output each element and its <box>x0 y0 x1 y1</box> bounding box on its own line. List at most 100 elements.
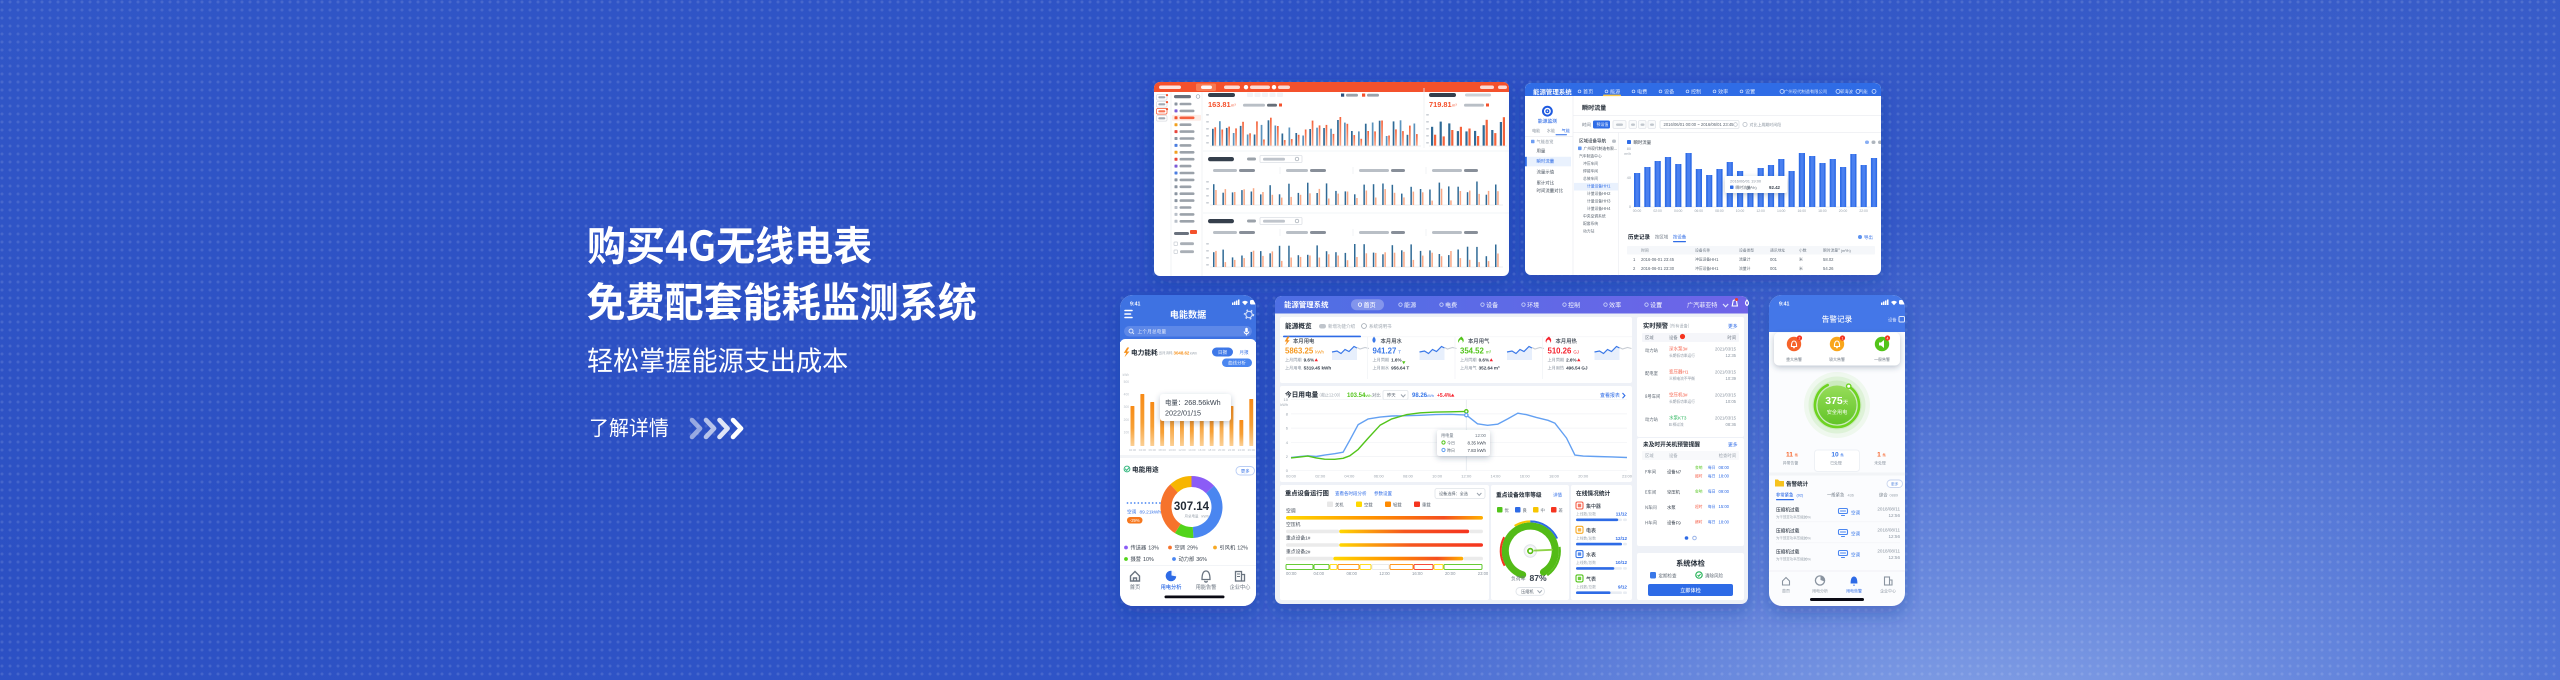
svg-text:16:00: 16:00 <box>1198 448 1206 452</box>
svg-text:375: 375 <box>1825 395 1843 407</box>
svg-text:12:00: 12:00 <box>1379 571 1390 576</box>
svg-text:04:00: 04:00 <box>1674 209 1683 213</box>
svg-text:11: 11 <box>1786 452 1793 459</box>
svg-text:kWh: kWh <box>1123 373 1130 377</box>
svg-text:9.6%: 9.6% <box>1304 358 1314 363</box>
svg-text:10: 10 <box>1284 397 1289 402</box>
svg-text:20%: 20% <box>1804 558 1812 562</box>
svg-text:(m³/h): (m³/h) <box>1841 249 1852 253</box>
svg-text:-29%: -29% <box>1130 518 1140 523</box>
svg-text:14:00: 14:00 <box>1777 209 1786 213</box>
svg-text:23:00: 23:00 <box>1478 571 1489 576</box>
svg-text:m³: m³ <box>1486 350 1492 355</box>
svg-text:06:00: 06:00 <box>1374 474 1385 479</box>
svg-text:92.42: 92.42 <box>1769 185 1781 190</box>
svg-text:2016-06-01 23:30: 2016-06-01 23:30 <box>1641 266 1675 271</box>
svg-text:kWh: kWh <box>1190 351 1197 355</box>
svg-text:12:56: 12:56 <box>1889 555 1901 560</box>
svg-text:13%: 13% <box>1148 546 1159 552</box>
svg-text:2: 2 <box>1633 266 1636 271</box>
svg-text:(m³/h): (m³/h) <box>1747 186 1758 190</box>
svg-text:10:00: 10:00 <box>1432 474 1443 479</box>
svg-text:200: 200 <box>1124 418 1130 422</box>
svg-text:14:00: 14:00 <box>1188 448 1196 452</box>
svg-text:14:00: 14:00 <box>1490 474 1501 479</box>
svg-text:08:00: 08:00 <box>1719 465 1730 470</box>
svg-text:12/12: 12/12 <box>1616 536 1628 541</box>
svg-text:500: 500 <box>1124 380 1130 384</box>
svg-text:12:00: 12:00 <box>1475 433 1487 438</box>
svg-text:24:00: 24:00 <box>1238 448 1246 452</box>
svg-text:10/12: 10/12 <box>1616 560 1628 565</box>
svg-text:001: 001 <box>1770 266 1778 271</box>
svg-text:352.64 m³: 352.64 m³ <box>1479 366 1500 371</box>
svg-text:87%: 87% <box>1530 573 1548 583</box>
svg-text:16:00: 16:00 <box>1520 474 1531 479</box>
svg-text:08:36: 08:36 <box>1726 422 1737 427</box>
svg-text:1: 1 <box>1633 257 1636 262</box>
svg-text:9:41: 9:41 <box>1130 302 1140 308</box>
svg-text:04:00: 04:00 <box>1344 474 1355 479</box>
svg-text:2#: 2# <box>1305 549 1311 555</box>
svg-text:12:35: 12:35 <box>1726 353 1737 358</box>
svg-text:2018/08/11: 2018/08/11 <box>1877 549 1900 554</box>
svg-text:09:00: 09:00 <box>1719 489 1730 494</box>
svg-text:11/12: 11/12 <box>1616 512 1628 517</box>
svg-text:0889: 0889 <box>1890 494 1898 498</box>
svg-text:18:00: 18:00 <box>1719 474 1730 479</box>
svg-text:kWh: kWh <box>1202 515 1209 519</box>
svg-text:3048.62: 3048.62 <box>1174 350 1190 355</box>
svg-text:HH2: HH2 <box>1602 191 1611 196</box>
svg-text:0: 0 <box>1629 205 1631 209</box>
svg-text:02:00: 02:00 <box>1315 474 1326 479</box>
svg-text:4: 4 <box>1887 337 1889 341</box>
svg-text:80: 80 <box>1627 147 1631 151</box>
svg-text:04:00: 04:00 <box>1314 571 1325 576</box>
svg-text:02:00: 02:00 <box>1653 209 1662 213</box>
svg-text:12:00: 12:00 <box>1461 474 1472 479</box>
svg-text:9/12: 9/12 <box>1618 584 1627 589</box>
svg-text:20:00: 20:00 <box>1218 448 1226 452</box>
svg-text:400: 400 <box>1124 393 1130 397</box>
svg-text:89.21kWh: 89.21kWh <box>1140 510 1162 516</box>
svg-text:20:00: 20:00 <box>1578 474 1589 479</box>
svg-text:2.6%: 2.6% <box>1566 358 1576 363</box>
svg-text:10%: 10% <box>1143 557 1154 563</box>
svg-text:7.83 kWh: 7.83 kWh <box>1467 448 1486 453</box>
svg-text:100: 100 <box>1124 430 1130 434</box>
svg-text:3#: 3# <box>1683 347 1689 352</box>
svg-text:08:00: 08:00 <box>1159 448 1167 452</box>
svg-text:40: 40 <box>1627 176 1631 180</box>
svg-text:m³: m³ <box>1231 103 1236 108</box>
svg-text:2021/03/15: 2021/03/15 <box>1715 393 1737 398</box>
svg-text:2022/01/15: 2022/01/15 <box>1165 409 1201 418</box>
svg-text:5863.25: 5863.25 <box>1285 347 1314 356</box>
svg-text:(92): (92) <box>1797 494 1804 498</box>
svg-text:18:00: 18:00 <box>1818 209 1827 213</box>
svg-text:2016-06-01 23:45: 2016-06-01 23:45 <box>1641 257 1675 262</box>
svg-text:0.6%: 0.6% <box>1479 358 1489 363</box>
svg-text:16:00: 16:00 <box>1798 209 1807 213</box>
svg-text:HH4: HH4 <box>1602 206 1611 211</box>
svg-text:1: 1 <box>1877 452 1881 459</box>
svg-text:1: 1 <box>1842 337 1844 341</box>
svg-text:HH1: HH1 <box>1710 257 1719 262</box>
svg-text:00:00: 00:00 <box>1633 209 1642 213</box>
svg-text:2018/08/11: 2018/08/11 <box>1877 507 1900 512</box>
svg-text:496.54 GJ: 496.54 GJ <box>1566 366 1588 371</box>
svg-text:T: T <box>1398 350 1401 355</box>
svg-text:10:00: 10:00 <box>1168 448 1176 452</box>
svg-text:18:00: 18:00 <box>1719 519 1730 524</box>
svg-text:20:00: 20:00 <box>1445 571 1456 576</box>
svg-text:H1: H1 <box>1683 370 1689 375</box>
svg-text:kWh: kWh <box>1426 393 1434 398</box>
svg-text:HH1: HH1 <box>1602 184 1611 189</box>
svg-text:58.02: 58.02 <box>1823 257 1834 262</box>
svg-text:5319.45 kWh: 5319.45 kWh <box>1304 366 1332 371</box>
svg-text:1.6%: 1.6% <box>1391 358 1401 363</box>
svg-text:3#: 3# <box>1683 393 1689 398</box>
svg-text:54.26: 54.26 <box>1823 266 1834 271</box>
svg-text:2016/06/01 19:00: 2016/06/01 19:00 <box>1730 179 1762 184</box>
svg-text:02:00: 02:00 <box>1129 448 1137 452</box>
svg-text:36%: 36% <box>1196 557 1207 563</box>
